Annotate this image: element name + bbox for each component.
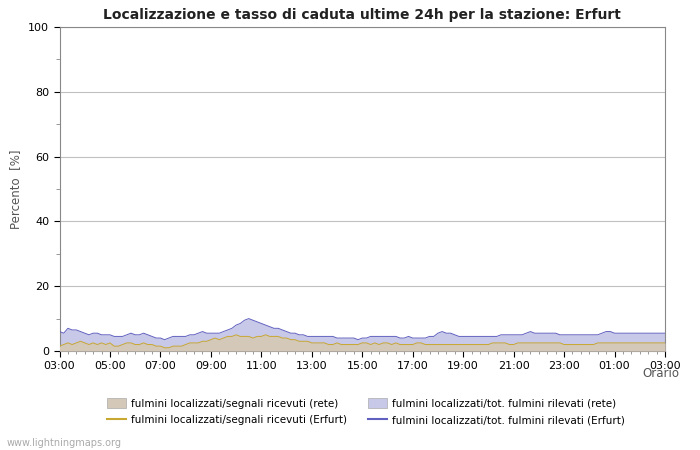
Legend: fulmini localizzati/segnali ricevuti (rete), fulmini localizzati/segnali ricevut: fulmini localizzati/segnali ricevuti (re… [107,398,624,425]
Text: Orario: Orario [642,367,679,380]
Title: Localizzazione e tasso di caduta ultime 24h per la stazione: Erfurt: Localizzazione e tasso di caduta ultime … [104,8,621,22]
Y-axis label: Percento  [%]: Percento [%] [10,149,22,229]
Text: www.lightningmaps.org: www.lightningmaps.org [7,438,122,448]
